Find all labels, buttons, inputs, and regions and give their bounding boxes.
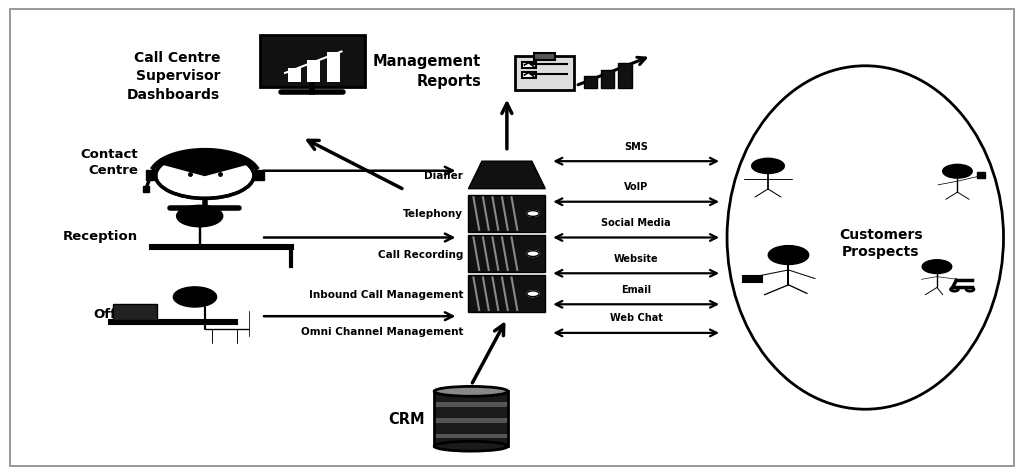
Text: Inbound Call Management: Inbound Call Management	[309, 289, 463, 299]
Bar	[584, 77, 597, 89]
Circle shape	[943, 165, 972, 179]
Text: Web Chat: Web Chat	[609, 313, 663, 323]
Text: Telephony: Telephony	[403, 209, 463, 219]
Text: VoIP: VoIP	[624, 182, 648, 192]
Wedge shape	[162, 153, 248, 176]
Circle shape	[923, 260, 951, 274]
Bar	[288, 69, 301, 82]
Text: Management
Reports: Management Reports	[373, 54, 481, 89]
Bar	[618, 64, 632, 89]
Bar	[307, 61, 321, 82]
Bar	[150, 246, 293, 250]
Text: CRM: CRM	[388, 411, 425, 426]
Bar	[977, 173, 985, 179]
Text: Call Centre
Supervisor
Dashboards: Call Centre Supervisor Dashboards	[127, 51, 220, 101]
Text: Contact
Centre: Contact Centre	[81, 148, 138, 176]
Ellipse shape	[727, 67, 1004, 409]
Bar	[434, 391, 508, 446]
Text: Office: Office	[94, 307, 138, 321]
FancyBboxPatch shape	[515, 57, 574, 90]
Bar	[535, 54, 555, 61]
Ellipse shape	[434, 441, 508, 451]
Bar	[469, 236, 545, 273]
Text: Customers
Prospects: Customers Prospects	[839, 227, 923, 258]
Text: Social Media: Social Media	[601, 218, 671, 228]
Circle shape	[176, 206, 223, 228]
Ellipse shape	[434, 387, 508, 397]
Bar	[434, 434, 508, 438]
Bar	[109, 321, 237, 325]
Circle shape	[752, 159, 784, 174]
Bar	[601, 71, 614, 89]
Text: Omni Channel Management: Omni Channel Management	[301, 326, 463, 336]
Bar	[327, 53, 340, 82]
Circle shape	[526, 251, 539, 257]
Text: Dialler: Dialler	[425, 170, 463, 180]
Bar	[469, 196, 545, 233]
Text: Email: Email	[622, 284, 651, 294]
Bar	[522, 63, 536, 69]
Bar	[469, 276, 545, 313]
Bar	[113, 305, 157, 321]
Bar	[522, 73, 536, 79]
Bar	[434, 403, 508, 407]
FancyBboxPatch shape	[260, 36, 366, 88]
Circle shape	[173, 287, 217, 307]
Circle shape	[526, 211, 539, 217]
Text: Reception: Reception	[63, 229, 138, 242]
Circle shape	[768, 246, 809, 265]
Polygon shape	[469, 162, 545, 189]
Text: Call Recording: Call Recording	[378, 249, 463, 259]
Text: Website: Website	[613, 253, 658, 263]
Bar	[434, 418, 508, 423]
Circle shape	[156, 153, 254, 199]
Text: SMS: SMS	[625, 141, 648, 151]
Bar	[743, 277, 762, 283]
Circle shape	[526, 291, 539, 297]
